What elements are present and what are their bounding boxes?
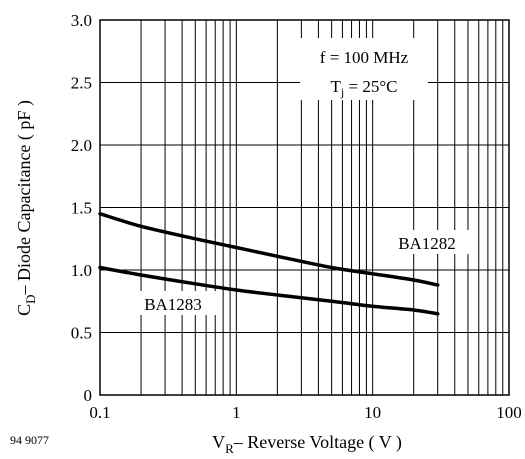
y-tick-label: 0.5 — [71, 324, 92, 343]
plot-frame — [99, 19, 510, 396]
x-tick-label: 0.1 — [89, 403, 110, 422]
series-line-ba1282 — [98, 212, 440, 287]
series-lines — [98, 212, 440, 316]
series-label-ba1283: BA1283 — [144, 295, 202, 314]
annotation-temperature: Tj = 25°C — [331, 77, 398, 99]
x-tick-label: 1 — [232, 403, 241, 422]
series-label-ba1282: BA1282 — [398, 234, 456, 253]
y-tick-label: 1.0 — [71, 261, 92, 280]
x-axis-title: VR– Reverse Voltage ( V ) — [212, 432, 402, 456]
annotation-box — [300, 38, 428, 100]
tick-labels: 0 0.5 1.0 1.5 2.0 2.5 3.0 0.1 1 10 100 — [71, 11, 522, 422]
y-tick-label: 1.5 — [71, 199, 92, 218]
y-tick-label: 3.0 — [71, 11, 92, 30]
series-line-ba1283 — [98, 265, 440, 316]
figure-code: 94 9077 — [10, 433, 49, 447]
annotation-frequency: f = 100 MHz — [320, 48, 409, 67]
x-tick-label: 10 — [364, 403, 381, 422]
series-label-bg-ba1283 — [128, 291, 218, 315]
x-tick-label: 100 — [496, 403, 522, 422]
y-axis-title: CD– Diode Capacitance ( pF ) — [14, 100, 38, 316]
y-tick-label: 2.5 — [71, 74, 92, 93]
y-tick-label: 0 — [84, 386, 93, 405]
y-tick-label: 2.0 — [71, 136, 92, 155]
series-label-bg-ba1282 — [380, 230, 474, 254]
